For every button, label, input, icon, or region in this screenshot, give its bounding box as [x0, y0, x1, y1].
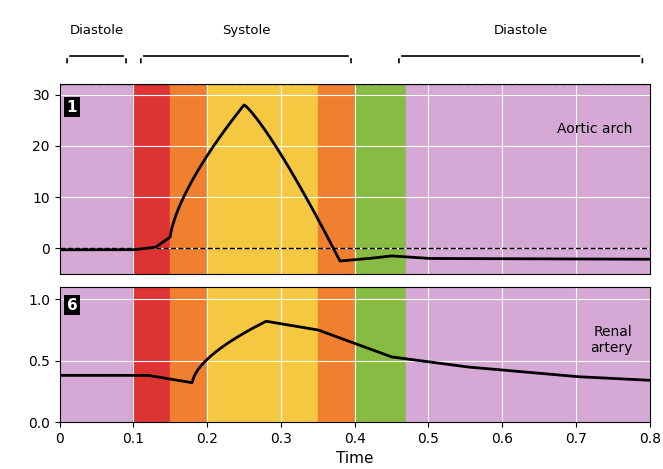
Bar	[133, 287, 170, 422]
Bar	[355, 287, 406, 422]
Bar	[406, 287, 650, 422]
Text: Aortic arch: Aortic arch	[557, 122, 632, 136]
Bar	[60, 84, 133, 274]
Bar	[207, 84, 318, 274]
Text: 1: 1	[67, 99, 78, 114]
Text: Diastole: Diastole	[70, 24, 124, 37]
Bar	[406, 84, 650, 274]
Text: 6: 6	[67, 298, 78, 313]
Bar	[318, 287, 355, 422]
Text: Renal
artery: Renal artery	[589, 325, 632, 355]
Bar	[170, 84, 208, 274]
Bar	[170, 287, 208, 422]
X-axis label: Time: Time	[336, 451, 373, 466]
Bar	[60, 287, 133, 422]
Bar	[318, 84, 355, 274]
Bar	[207, 287, 318, 422]
Bar	[355, 84, 406, 274]
Text: Diastole: Diastole	[493, 24, 548, 37]
Text: Systole: Systole	[221, 24, 270, 37]
Bar	[133, 84, 170, 274]
